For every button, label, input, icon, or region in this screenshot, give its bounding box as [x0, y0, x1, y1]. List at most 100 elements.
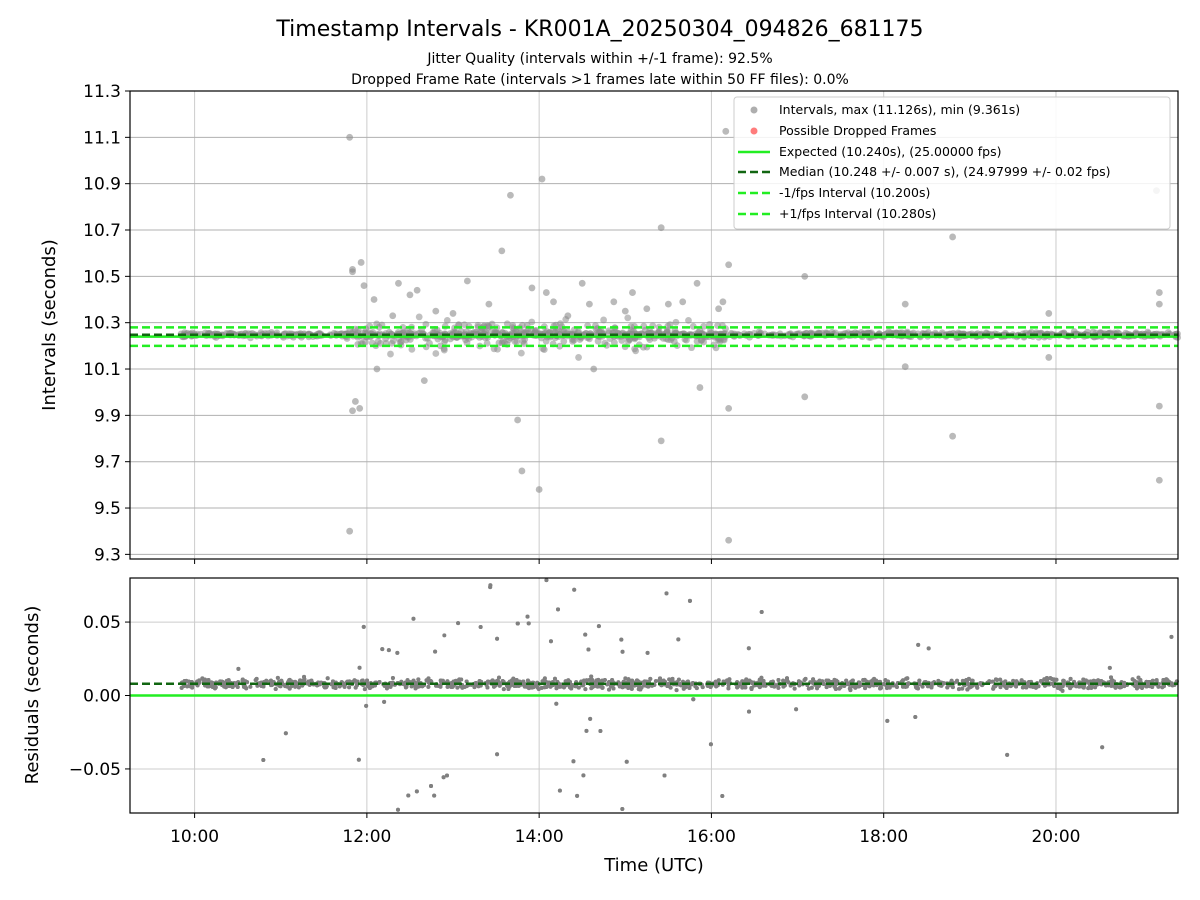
- interval-point: [373, 365, 381, 373]
- interval-point: [901, 300, 909, 308]
- residual-point: [1111, 679, 1116, 684]
- residual-point: [526, 621, 531, 626]
- interval-point: [490, 345, 498, 353]
- residual-point: [554, 701, 559, 706]
- top-y-tick-label: 10.9: [83, 175, 121, 195]
- bottom-y-ticks: −0.05 0.00 0.05: [69, 613, 130, 780]
- residual-point: [357, 665, 362, 670]
- residual-point: [1122, 680, 1127, 685]
- residual-point: [1156, 684, 1161, 689]
- residual-point: [364, 703, 369, 708]
- residual-point: [406, 793, 411, 798]
- interval-point: [594, 337, 602, 345]
- interval-point: [1045, 354, 1053, 361]
- residual-point: [824, 678, 829, 683]
- residual-point: [1061, 678, 1066, 683]
- residual-point: [455, 685, 460, 690]
- residual-point: [1089, 685, 1094, 690]
- residual-point: [905, 676, 910, 681]
- residual-point: [624, 759, 629, 764]
- x-tick-label: 16:00: [687, 827, 736, 847]
- residual-point: [413, 686, 418, 691]
- residual-point: [210, 685, 215, 690]
- residual-point: [289, 679, 294, 684]
- residual-point: [525, 614, 530, 619]
- interval-point: [719, 298, 727, 306]
- interval-point: [725, 405, 733, 412]
- top-y-tick-label: 10.5: [83, 267, 121, 287]
- residual-point: [662, 773, 667, 778]
- residual-point: [285, 684, 290, 689]
- residual-point: [457, 677, 462, 682]
- residual-point: [432, 793, 437, 798]
- residual-point: [1150, 678, 1155, 683]
- interval-point: [472, 329, 480, 336]
- residual-point: [384, 684, 389, 689]
- residual-point: [661, 678, 666, 683]
- residual-point: [200, 676, 205, 681]
- residual-point: [188, 684, 193, 689]
- interval-point: [624, 314, 632, 322]
- residual-point: [248, 684, 253, 689]
- residual-point: [759, 610, 764, 615]
- residual-point: [491, 684, 496, 689]
- residual-point: [531, 685, 536, 690]
- residual-point: [784, 676, 789, 681]
- residual-point: [230, 685, 235, 690]
- residual-point: [638, 687, 643, 692]
- residual-point: [885, 718, 890, 723]
- residual-point: [301, 677, 306, 682]
- residual-point: [878, 685, 883, 690]
- top-panel: 9.3 9.5 9.7 9.9 10.1 10.3 10.5 10.7 10.9 11.1 11.3…: [39, 82, 1182, 565]
- bottom-reference-lines: [130, 682, 1178, 697]
- interval-point: [507, 191, 514, 199]
- residual-point: [759, 675, 764, 680]
- residual-point: [347, 679, 352, 684]
- interval-point: [346, 133, 354, 141]
- interval-point: [578, 279, 586, 287]
- residual-point: [913, 714, 918, 719]
- residual-point: [445, 679, 450, 684]
- residual-point: [773, 683, 778, 688]
- residual-point: [1074, 682, 1079, 687]
- residual-point: [361, 624, 366, 629]
- interval-point: [370, 296, 378, 303]
- bottom-y-tick-label: 0.00: [83, 687, 121, 707]
- residual-point: [261, 684, 266, 689]
- interval-point: [696, 384, 704, 391]
- legend-marker-intervals: [750, 106, 758, 114]
- residual-point: [623, 676, 628, 681]
- residual-point: [367, 686, 372, 691]
- residual-point: [417, 684, 422, 689]
- residual-point: [1060, 688, 1065, 693]
- residual-point: [1003, 679, 1008, 684]
- residual-point: [569, 686, 574, 691]
- residual-point: [950, 684, 955, 689]
- interval-point: [501, 338, 508, 346]
- residual-point: [1107, 665, 1112, 670]
- legend: Intervals, max (11.126s), min (9.361s) P…: [733, 96, 1171, 230]
- legend-item-plus-fps: +1/fps Interval (10.280s): [779, 206, 936, 221]
- residual-point: [605, 682, 610, 687]
- residual-point: [776, 677, 781, 682]
- residual-point: [234, 681, 239, 686]
- residual-point: [1014, 684, 1019, 689]
- residual-point: [264, 678, 269, 683]
- residual-point: [380, 647, 385, 652]
- interval-point: [624, 337, 632, 345]
- residual-point: [1020, 685, 1025, 690]
- residual-point: [691, 697, 696, 702]
- x-tick-label: 12:00: [342, 827, 391, 847]
- interval-point: [1155, 402, 1163, 410]
- residual-point: [581, 773, 586, 778]
- x-tick-label: 14:00: [515, 827, 564, 847]
- residual-point: [847, 686, 852, 691]
- residual-point: [441, 775, 446, 780]
- residual-point: [485, 685, 490, 690]
- residual-point: [302, 674, 307, 679]
- residual-point: [464, 679, 469, 684]
- residual-point: [962, 679, 967, 684]
- interval-point: [498, 247, 506, 255]
- residual-point: [296, 685, 301, 690]
